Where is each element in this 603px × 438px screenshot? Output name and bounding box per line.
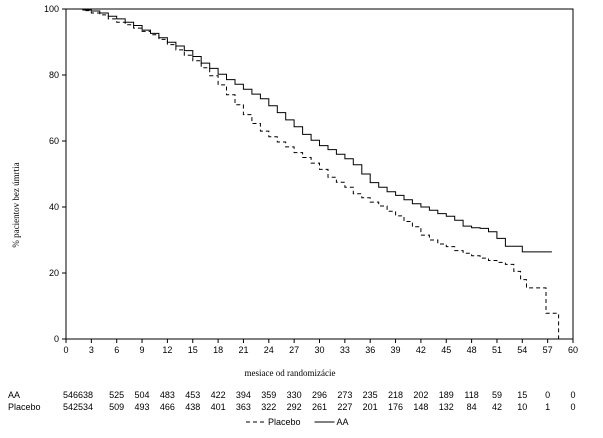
risk-value: 84 [467,402,477,412]
risk-value: 359 [261,390,276,400]
risk-value: 201 [363,402,378,412]
x-tick-label: 42 [416,345,426,355]
x-tick-label: 21 [238,345,248,355]
legend: Placebo AA [246,417,349,427]
y-tick-label: 80 [49,70,59,80]
risk-value: 296 [312,390,327,400]
axis-ticks: 0 3 6 9 12 15 18 21 24 27 30 33 36 39 42 45 48 51 54 57 6002… [44,4,578,355]
risk-value: 176 [388,402,403,412]
risk-value: 483 [160,390,175,400]
risk-value: 0 [570,402,575,412]
risk-value: 0 [570,390,575,400]
risk-value: 422 [211,390,226,400]
risk-value: 0 [545,390,550,400]
risk-value: 322 [261,402,276,412]
risk-value: 227 [337,402,352,412]
risk-row-label: AA [8,390,20,400]
x-tick-label: 30 [314,345,324,355]
risk-value: 59 [492,390,502,400]
x-tick-label: 39 [391,345,401,355]
risk-value: 330 [287,390,302,400]
x-tick-label: 48 [467,345,477,355]
x-tick-label: 0 [63,345,68,355]
legend-label-placebo: Placebo [268,417,301,427]
y-tick-label: 100 [44,4,59,14]
x-tick-label: 51 [492,345,502,355]
risk-value: 42 [492,402,502,412]
y-axis-label: % pacientov bez úmrtia [11,162,21,247]
risk-value: 273 [337,390,352,400]
x-tick-label: 57 [543,345,553,355]
risk-value: 261 [312,402,327,412]
x-tick-label: 18 [213,345,223,355]
risk-value: 542534 [63,402,93,412]
series-line-aa [66,8,552,253]
risk-value: 546638 [63,390,93,400]
risk-value: 401 [211,402,226,412]
x-tick-label: 54 [517,345,527,355]
risk-value: 292 [287,402,302,412]
x-axis-label: mesiace od randomizácie [245,368,336,378]
y-tick-label: 60 [49,136,59,146]
risk-value: 15 [517,390,527,400]
risk-value: 453 [185,390,200,400]
risk-value: 525 [109,390,124,400]
y-tick-label: 40 [49,202,59,212]
risk-value: 235 [363,390,378,400]
x-tick-label: 36 [365,345,375,355]
risk-value: 1 [545,402,550,412]
risk-value: 363 [236,402,251,412]
risk-value: 218 [388,390,403,400]
x-tick-label: 3 [89,345,94,355]
series-lines [66,8,560,339]
x-tick-label: 27 [289,345,299,355]
risk-value: 132 [439,402,454,412]
x-tick-label: 12 [162,345,172,355]
x-tick-label: 9 [140,345,145,355]
y-tick-label: 20 [49,268,59,278]
x-tick-label: 15 [188,345,198,355]
x-tick-label: 6 [114,345,119,355]
risk-value: 394 [236,390,251,400]
legend-label-aa: AA [337,417,349,427]
risk-value: 466 [160,402,175,412]
risk-value: 493 [135,402,150,412]
risk-value: 10 [517,402,527,412]
x-tick-label: 45 [441,345,451,355]
risk-value: 118 [464,390,478,400]
risk-table: AA 546638 525 504 483 453 422 394 359 330 296 273 23… [8,390,576,412]
y-tick-label: 0 [54,334,59,344]
risk-value: 202 [413,390,428,400]
risk-value: 189 [439,390,454,400]
x-tick-label: 33 [340,345,350,355]
risk-value: 509 [109,402,124,412]
risk-value: 438 [185,402,200,412]
x-tick-label: 60 [568,345,578,355]
risk-value: 148 [413,402,428,412]
risk-row-label: Placebo [8,402,41,412]
plot-frame [65,8,574,340]
series-line-placebo [66,8,560,339]
x-tick-label: 24 [264,345,274,355]
risk-value: 504 [135,390,150,400]
